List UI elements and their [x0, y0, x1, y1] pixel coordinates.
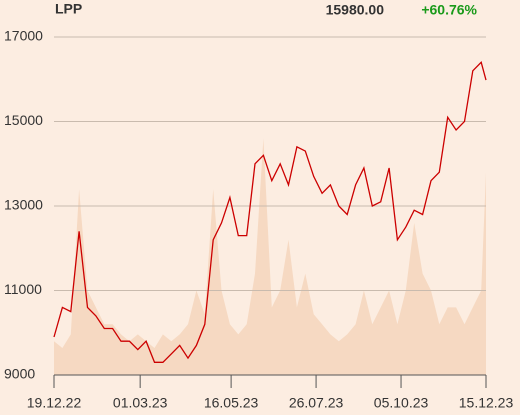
x-tick-label: 01.03.23 — [113, 395, 168, 411]
x-tick-label: 15.12.23 — [459, 395, 514, 411]
y-tick-label: 15000 — [4, 112, 43, 128]
y-tick-label: 17000 — [4, 28, 43, 44]
volume-area — [54, 138, 486, 375]
x-tick-label: 05.10.23 — [374, 395, 429, 411]
y-tick-label: 13000 — [4, 197, 43, 213]
last-value: 15980.00 — [326, 2, 385, 18]
y-tick-label: 11000 — [4, 281, 42, 297]
price-line — [53, 61, 487, 363]
x-tick-label: 19.12.22 — [27, 395, 82, 411]
x-tick-label: 26.07.23 — [289, 395, 344, 411]
change: +60.76% — [421, 2, 477, 18]
y-tick-label: 9000 — [4, 366, 35, 382]
chart-title: LPP — [55, 1, 82, 17]
x-tick-label: 16.05.23 — [204, 395, 259, 411]
